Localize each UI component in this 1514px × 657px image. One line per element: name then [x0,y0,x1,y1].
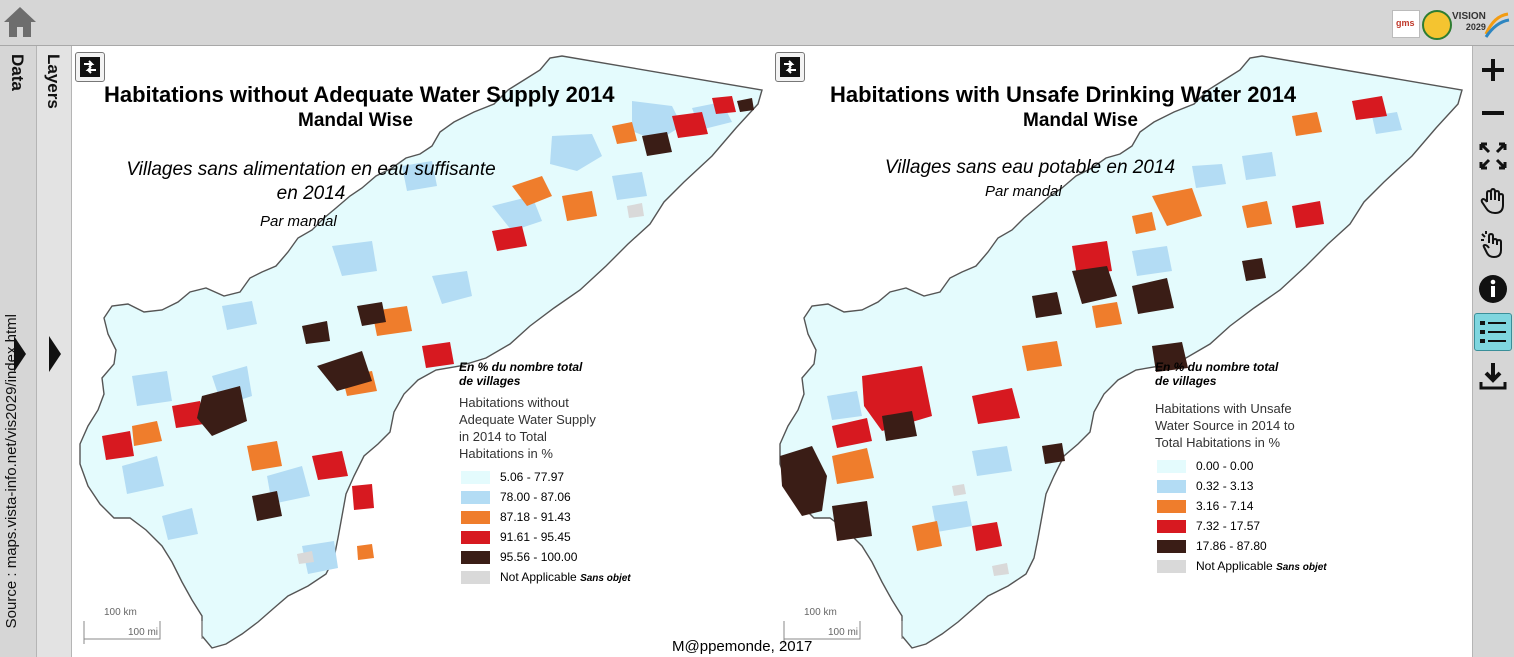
zoom-out-button[interactable] [1475,95,1511,131]
data-panel-tab[interactable]: Data Source : maps.vista-info.net/vis202… [0,46,37,657]
legend-class-row: 0.00 - 0.00 [1155,457,1365,477]
right-choropleth[interactable] [779,55,1463,649]
legend-class-row: 95.56 - 100.00 [459,548,669,568]
data-tab-label[interactable]: Data [8,54,27,91]
right-legend-title: Habitations with Unsafe Water Source in … [1155,401,1295,450]
expand-arrow-icon[interactable] [14,336,26,372]
download-icon [1479,363,1507,390]
home-icon[interactable] [2,4,38,40]
zoom-in-button[interactable] [1475,52,1511,88]
vision-swoosh-icon [1484,12,1510,38]
right-fr-subtitle: Par mandal [985,183,1062,200]
left-map-subtitle: Mandal Wise [298,110,413,131]
info-button[interactable] [1475,271,1511,307]
fullscreen-button[interactable] [1475,138,1511,174]
legend-class-row: 5.06 - 77.97 [459,468,669,488]
source-credit: Source : maps.vista-info.net/vis2029/ind… [3,314,20,629]
right-map-canvas[interactable] [772,46,1472,657]
layers-tab-label[interactable]: Layers [44,54,63,109]
zoom-in-icon [1482,59,1504,81]
legend-class-row: 91.61 - 95.45 [459,528,669,548]
left-map-canvas[interactable] [72,46,772,657]
legend-class-row: 0.32 - 3.13 [1155,477,1365,497]
swap-map-button[interactable] [775,52,805,82]
pan-hand-icon [1480,187,1504,215]
right-scale-bar [783,621,903,644]
pan-button[interactable] [1475,183,1511,219]
select-button[interactable] [1475,227,1511,263]
map-toolbar [1472,46,1514,657]
left-map-panel[interactable]: Habitations without Adequate Water Suppl… [72,46,772,657]
left-fr-subtitle: Par mandal [260,213,337,230]
right-legend-fr-note: En % du nombre total de villages [1155,360,1279,388]
right-scale-km: 100 km [804,607,837,618]
swap-map-button[interactable] [75,52,105,82]
right-legend: En % du nombre total de villages Habitat… [1155,360,1365,577]
right-map-subtitle: Mandal Wise [1023,110,1138,131]
left-scale-km: 100 km [104,607,137,618]
expand-layers-arrow-icon[interactable] [49,336,61,372]
right-map-title: Habitations with Unsafe Drinking Water 2… [830,82,1297,107]
vision-2029-logo: VISION 2029 [1452,11,1486,33]
partner-logos: gms VISION 2029 [1390,8,1514,40]
map-credit: M@ppemonde, 2017 [672,638,813,655]
left-scale-bar [83,621,203,644]
fullscreen-icon [1479,142,1507,170]
legend-class-row: 87.18 - 91.43 [459,508,669,528]
swap-icon [80,57,100,77]
right-map-panel[interactable]: Habitations with Unsafe Drinking Water 2… [772,46,1472,657]
layers-panel-tab[interactable]: Layers [37,46,72,657]
top-bar: gms VISION 2029 [0,0,1514,46]
legend-class-row: 17.86 - 87.80 [1155,537,1365,557]
left-legend: En % du nombre total de villages Habitat… [459,360,669,588]
legend-class-row: 7.32 - 17.57 [1155,517,1365,537]
right-fr-title: Villages sans eau potable en 2014 [884,157,1176,178]
gms-logo: gms [1392,10,1420,38]
swap-icon [780,57,800,77]
zoom-out-icon [1482,111,1504,115]
download-button[interactable] [1475,358,1511,394]
state-seal-logo [1422,10,1452,40]
left-scale-mi: 100 mi [128,627,159,638]
legend-list-icon [1480,321,1506,343]
select-pointer-icon [1481,231,1502,259]
legend-class-row: 3.16 - 7.14 [1155,497,1365,517]
left-legend-fr-note: En % du nombre total de villages [459,360,583,388]
left-legend-title: Habitations without Adequate Water Suppl… [459,395,596,461]
legend-button[interactable] [1474,313,1512,351]
left-choropleth[interactable] [79,46,765,650]
left-fr-title: Villages sans alimentation en eau suffis… [126,159,496,204]
legend-na-row: Not Applicable Sans objet [1155,557,1365,577]
right-scale-mi: 100 mi [828,627,859,638]
legend-class-row: 78.00 - 87.06 [459,488,669,508]
left-map-title: Habitations without Adequate Water Suppl… [104,82,615,107]
info-icon [1479,275,1507,303]
legend-na-row: Not Applicable Sans objet [459,568,669,588]
